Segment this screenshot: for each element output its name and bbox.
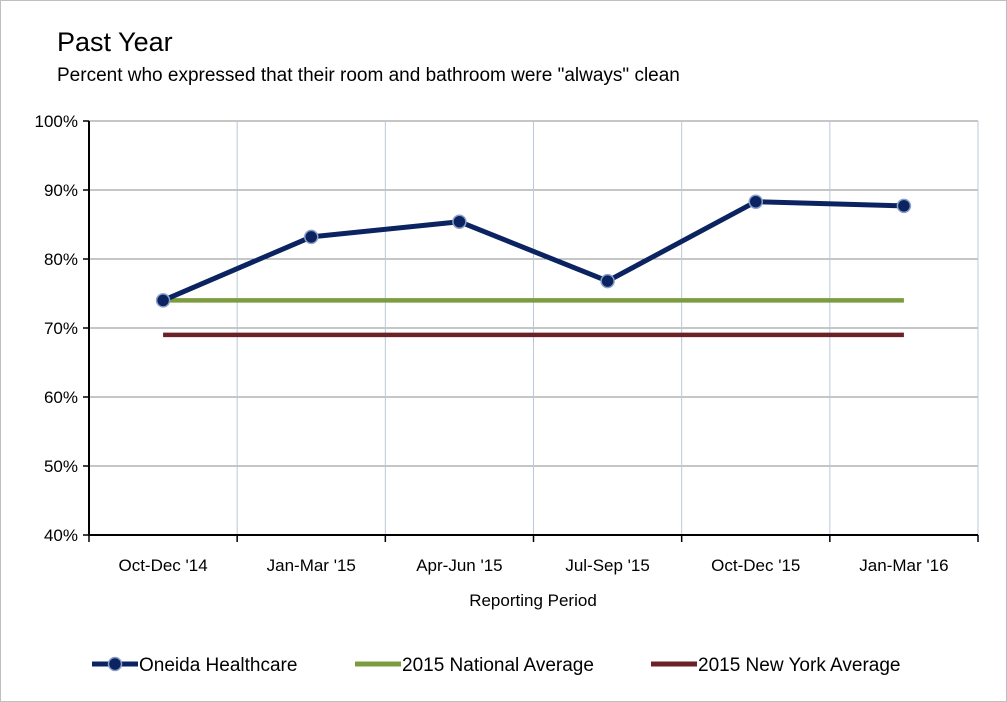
y-tick-label: 80% [44,250,78,269]
series-lines [155,194,912,338]
y-tick-labels: 40% 50% 60% 70% 80% 90% 100% [35,112,78,545]
data-point [452,214,467,229]
x-tick-label: Jan-Mar '15 [267,556,356,575]
data-point [748,194,763,209]
y-tick-label: 100% [35,112,78,131]
data-point [896,198,912,214]
legend: Oneida Healthcare 2015 National Average 20… [92,655,900,676]
x-tick-label: Apr-Jun '15 [416,556,502,575]
x-tick-label: Oct-Dec '15 [711,556,800,575]
x-axis-title: Reporting Period [469,591,597,610]
y-tick-label: 70% [44,319,78,338]
chart-subtitle: Percent who expressed that their room an… [57,65,680,86]
y-tick-label: 90% [44,181,78,200]
x-tick-label: Jan-Mar '16 [859,556,948,575]
legend-label: 2015 National Average [402,655,594,676]
legend-marker [107,656,123,672]
series-line [162,199,904,303]
x-tick-label: Jul-Sep '15 [565,556,650,575]
legend-label: 2015 New York Average [698,655,900,676]
data-point [600,273,615,289]
y-tick-label: 40% [44,526,78,545]
x-tick-labels: Oct-Dec '14 Jan-Mar '15 Apr-Jun '15 Jul-Sep… [118,556,948,575]
chart-title: Past Year [57,27,173,57]
x-tick-label: Oct-Dec '14 [118,556,207,575]
data-point [155,293,171,308]
grid-lines [83,120,979,542]
y-tick-label: 60% [44,388,78,407]
axes [88,121,978,536]
data-point [304,229,319,245]
legend-label: Oneida Healthcare [139,655,297,676]
y-tick-label: 50% [44,457,78,476]
